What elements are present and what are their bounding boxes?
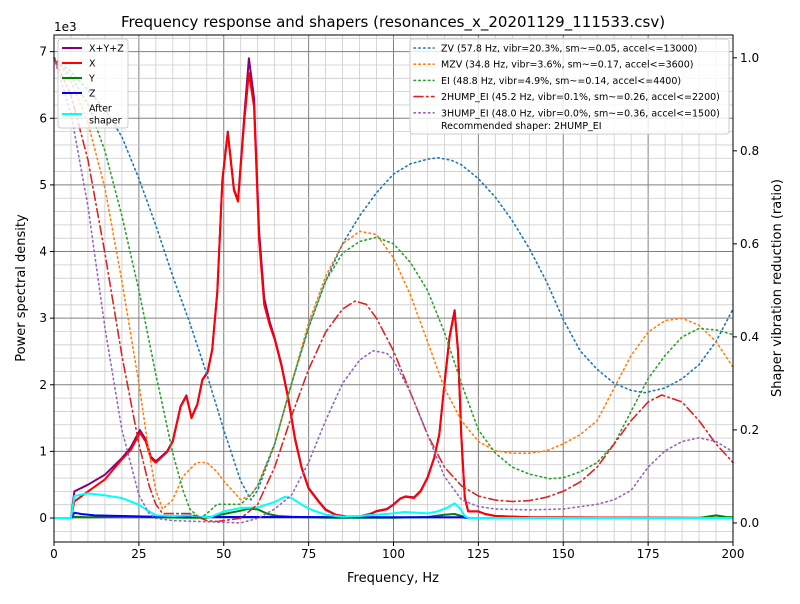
y-tick-label: 1 bbox=[39, 444, 47, 458]
legend-label: MZV (34.8 Hz, vibr=3.6%, sm~=0.17, accel… bbox=[441, 60, 693, 71]
axes-ticks: 0 25 50 75 100 125 150 175 200 0 1 2 3 4 5 6 7 0.0 0.2 0.4 0… bbox=[39, 45, 759, 561]
shaper-line-zv bbox=[53, 57, 734, 502]
legend-label: Y bbox=[88, 74, 95, 85]
legend-label: After bbox=[89, 104, 112, 115]
legend-label: 2HUMP_EI (45.2 Hz, vibr=0.1%, sm~=0.26, … bbox=[441, 92, 720, 103]
x-tick-label: 100 bbox=[382, 547, 405, 561]
y-right-tick-label: 0.4 bbox=[740, 330, 759, 344]
recommended-shaper-label: Recommended shaper: 2HUMP_EI bbox=[441, 121, 602, 132]
x-tick-label: 50 bbox=[216, 547, 231, 561]
y-right-tick-label: 0.8 bbox=[740, 144, 759, 158]
y-tick-label: 3 bbox=[39, 311, 47, 325]
legend-label: 3HUMP_EI (48.0 Hz, vibr=0.0%, sm~=0.36, … bbox=[441, 108, 720, 119]
x-tick-label: 0 bbox=[50, 547, 58, 561]
legend-label: X+Y+Z bbox=[89, 44, 124, 55]
y-right-tick-label: 0.6 bbox=[740, 237, 759, 251]
shaper-line-ei bbox=[53, 57, 734, 520]
y-offset-label: 1e3 bbox=[54, 20, 77, 34]
y-tick-label: 7 bbox=[39, 45, 47, 59]
y-right-tick-label: 0.2 bbox=[740, 423, 759, 437]
y-right-tick-label: 0.0 bbox=[740, 516, 759, 530]
shaper-line-2hump-ei bbox=[53, 57, 734, 523]
x-tick-label: 125 bbox=[467, 547, 490, 561]
y-tick-label: 4 bbox=[39, 245, 47, 259]
y-tick-label: 0 bbox=[39, 511, 47, 525]
shaper-line-mzv bbox=[53, 57, 734, 511]
y-tick-label: 5 bbox=[39, 178, 47, 192]
legend-label: shaper bbox=[89, 116, 122, 127]
legend-label: EI (48.8 Hz, vibr=4.9%, sm~=0.14, accel<… bbox=[441, 76, 681, 87]
shaper-legend: ZV (57.8 Hz, vibr=20.3%, sm~=0.05, accel… bbox=[409, 38, 730, 135]
x-tick-label: 75 bbox=[301, 547, 316, 561]
legend-label: X bbox=[89, 59, 96, 70]
y-right-tick-label: 1.0 bbox=[740, 51, 759, 65]
y-axis-label: Power spectral density bbox=[14, 214, 29, 362]
plot-area bbox=[53, 57, 734, 524]
x-tick-label: 150 bbox=[552, 547, 575, 561]
shaper-line-3hump-ei bbox=[53, 57, 734, 524]
x-axis-label: Frequency, Hz bbox=[347, 571, 439, 586]
x-tick-label: 200 bbox=[722, 547, 745, 561]
psd-line-z bbox=[54, 511, 733, 519]
y-tick-label: 2 bbox=[39, 378, 47, 392]
legend-label: ZV (57.8 Hz, vibr=20.3%, sm~=0.05, accel… bbox=[441, 44, 697, 55]
x-tick-label: 175 bbox=[637, 547, 660, 561]
x-tick-label: 25 bbox=[131, 547, 146, 561]
chart-title: Frequency response and shapers (resonanc… bbox=[121, 13, 665, 32]
legend-label: Z bbox=[89, 89, 96, 100]
psd-line-x bbox=[54, 72, 734, 519]
y-axis-right-label: Shaper vibration reduction (ratio) bbox=[770, 179, 785, 397]
y-tick-label: 6 bbox=[39, 111, 47, 125]
